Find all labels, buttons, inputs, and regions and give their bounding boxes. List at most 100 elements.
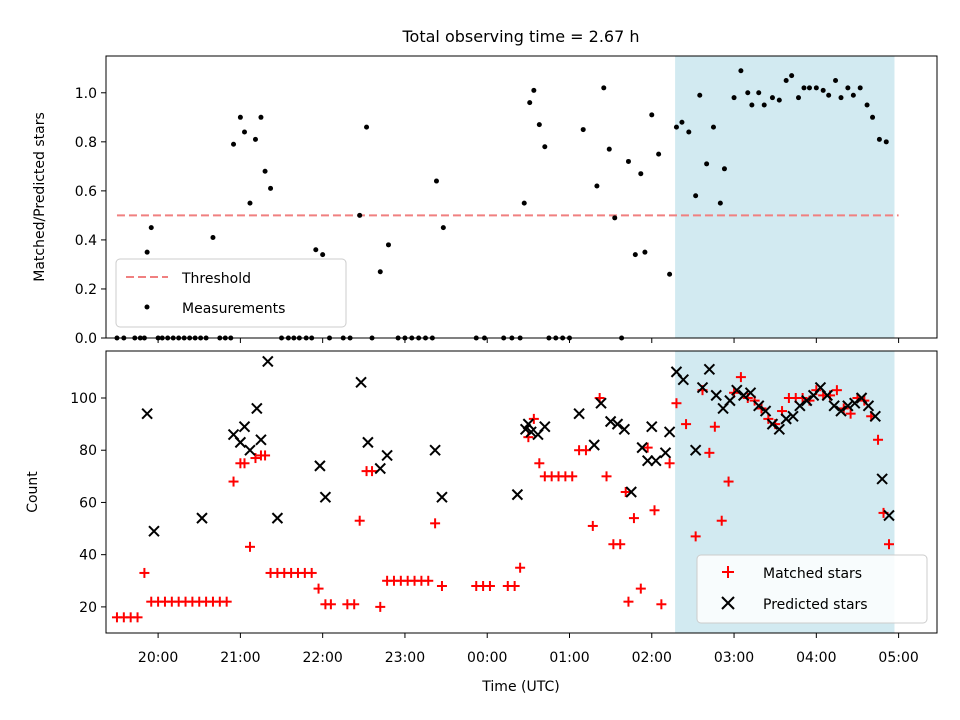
top-y-ticks: 0.0 0.2 0.4 0.6 0.8 1.0 xyxy=(75,86,106,347)
matched-star-point xyxy=(690,531,701,542)
predicted-star-point xyxy=(883,509,895,522)
matched-star-point xyxy=(484,581,495,591)
measurement-point xyxy=(638,171,644,177)
x-tick-label: 00:00 xyxy=(467,650,507,666)
predicted-star-point xyxy=(835,405,847,417)
predicted-star-point xyxy=(355,376,367,389)
measurement-point xyxy=(838,95,844,101)
top-axes-frame xyxy=(105,55,938,339)
predicted-star-point xyxy=(573,407,585,420)
bottom-y-ticks: 20 40 60 80 100 xyxy=(70,391,106,616)
measurement-point xyxy=(850,92,856,98)
measurement-point xyxy=(262,168,268,174)
matched-star-point xyxy=(845,408,856,419)
measurement-point xyxy=(433,178,439,184)
bottom-y-tick-label: 60 xyxy=(79,495,97,511)
matched-star-point xyxy=(628,513,639,524)
predicted-star-point xyxy=(148,525,160,537)
matched-star-point xyxy=(716,515,727,526)
legend-measurements-swatch xyxy=(144,304,150,310)
measurement-point xyxy=(693,193,699,199)
matched-star-point xyxy=(325,599,336,610)
predicted-star-point xyxy=(744,387,757,399)
bottom-y-axis-label: Count xyxy=(25,471,41,513)
x-axis-label: Time (UTC) xyxy=(481,679,559,695)
measurement-point xyxy=(594,183,600,189)
bottom-legend: Matched stars Predicted stars xyxy=(696,554,928,624)
x-tick-label: 22:00 xyxy=(302,650,342,666)
chart-title: Total observing time = 2.67 h xyxy=(401,27,639,46)
matched-star-point xyxy=(681,419,692,430)
predicted-star-point xyxy=(787,410,799,422)
predicted-star-point xyxy=(780,413,792,425)
measurement-point xyxy=(632,252,638,258)
matched-star-point xyxy=(704,447,715,458)
measurement-point xyxy=(642,249,648,255)
predicted-star-point xyxy=(636,441,648,454)
measurement-point xyxy=(738,68,744,74)
measurement-point xyxy=(697,92,703,98)
predicted-star-point xyxy=(238,421,251,433)
predicted-star-point xyxy=(766,418,779,430)
predicted-star-point xyxy=(271,512,284,524)
matched-star-point xyxy=(534,458,545,469)
measurement-point xyxy=(756,90,762,96)
predicted-star-point xyxy=(314,460,326,472)
matched-star-point xyxy=(587,520,598,531)
measurement-point xyxy=(320,252,326,258)
predicted-star-point xyxy=(362,436,374,449)
bottom-x-ticks: 20:00 21:00 22:00 23:00 00:00 01:00 02:00 03:00… xyxy=(138,633,919,666)
measurement-point xyxy=(542,144,548,150)
measurement-point xyxy=(673,124,679,130)
legend-matched-swatch xyxy=(722,566,734,578)
predicted-star-point xyxy=(595,397,607,409)
predicted-stars-points xyxy=(141,355,895,537)
predicted-star-point xyxy=(659,447,672,459)
x-tick-label: 01:00 xyxy=(549,650,589,666)
bottom-legend-frame xyxy=(696,554,928,624)
measurement-point xyxy=(313,247,319,253)
predicted-star-point xyxy=(842,400,854,412)
predicted-star-point xyxy=(244,444,256,456)
predicted-star-point xyxy=(801,394,813,407)
matched-star-point xyxy=(244,541,255,552)
predicted-star-point xyxy=(604,415,617,428)
matched-star-point xyxy=(649,505,660,516)
measurement-point xyxy=(606,146,612,152)
matched-star-point xyxy=(601,471,612,482)
measurement-point xyxy=(721,166,727,172)
predicted-star-point xyxy=(849,397,861,409)
matched-star-point xyxy=(436,581,447,591)
predicted-star-point xyxy=(862,400,875,412)
measurement-point xyxy=(625,158,631,164)
predicted-star-point xyxy=(828,400,840,412)
measurement-point xyxy=(377,269,383,275)
matched-star-point xyxy=(709,421,720,432)
measurement-point xyxy=(580,127,586,133)
measurement-point xyxy=(789,73,795,79)
legend-measurements-label: Measurements xyxy=(182,301,285,317)
predicted-star-point xyxy=(794,400,806,412)
predicted-star-point xyxy=(539,421,551,433)
matched-star-point xyxy=(528,413,539,424)
legend-predicted-label: Predicted stars xyxy=(763,597,868,613)
predicted-star-point xyxy=(234,436,247,449)
measurement-point xyxy=(833,78,839,84)
predicted-star-point xyxy=(663,426,676,438)
matched-star-point xyxy=(797,393,808,403)
top-y-tick-label: 0.4 xyxy=(75,233,97,249)
bottom-y-tick-label: 80 xyxy=(79,443,97,459)
predicted-star-point xyxy=(869,410,881,422)
matched-star-point xyxy=(228,476,239,487)
predicted-star-point xyxy=(525,426,537,438)
x-tick-label: 03:00 xyxy=(714,650,754,666)
measurement-point xyxy=(210,234,216,240)
predicted-star-point xyxy=(821,389,834,402)
predicted-star-point xyxy=(436,491,448,503)
measurement-point xyxy=(679,119,685,125)
x-tick-label: 21:00 xyxy=(220,650,260,666)
predicted-star-point xyxy=(611,418,624,430)
bottom-axes-frame xyxy=(105,350,938,634)
predicted-star-point xyxy=(511,488,524,501)
top-panel: 0.0 0.2 0.4 0.6 0.8 1.0 Matched/Predicted sta… xyxy=(32,55,938,347)
